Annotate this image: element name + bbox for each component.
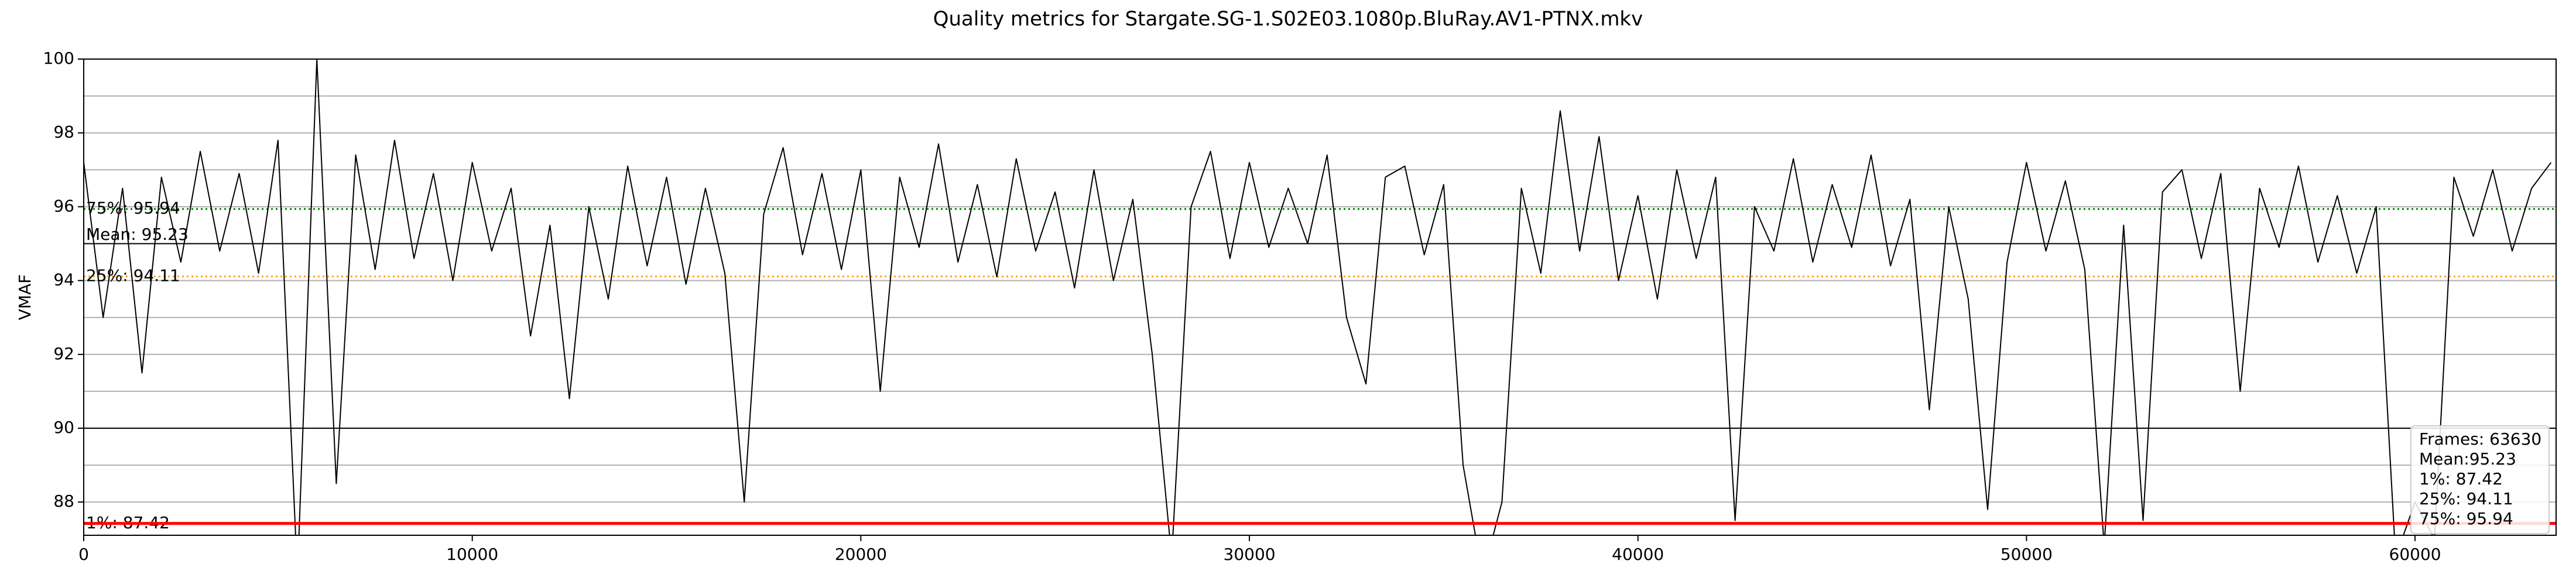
x-tick-label: 30000 [1224, 545, 1276, 564]
reference-label: 25%: 94.11 [86, 266, 180, 285]
y-axis-label: VMAF [15, 274, 35, 321]
x-tick-label: 0 [78, 545, 89, 564]
stats-box-frame [2410, 425, 2550, 534]
y-tick-label: 100 [43, 49, 74, 68]
stats-line: 75%: 95.94 [2419, 509, 2513, 528]
y-tick-label: 94 [53, 270, 74, 290]
y-tick-label: 98 [53, 122, 74, 142]
y-tick-label: 96 [53, 196, 74, 215]
vmaf-line [84, 59, 2552, 535]
x-tick-label: 10000 [446, 545, 498, 564]
stats-line: Frames: 63630 [2419, 429, 2541, 449]
x-tick-label: 60000 [2389, 545, 2441, 564]
y-tick-label: 92 [53, 344, 74, 363]
grid [84, 95, 2556, 503]
axes: 88 90 92 94 96 98 100 0 10000 20000 30000 40000 5000… [43, 49, 2441, 564]
x-tick-label: 50000 [2000, 545, 2053, 564]
plot-frame [83, 58, 2557, 536]
stats-line: Mean:95.23 [2419, 449, 2516, 469]
reference-label: Mean: 95.23 [86, 225, 189, 244]
y-tick-label: 88 [53, 491, 74, 511]
chart-title: Quality metrics for Stargate.SG-1.S02E03… [933, 8, 1643, 31]
x-tick-label: 40000 [1612, 545, 1664, 564]
x-tick-label: 20000 [835, 545, 887, 564]
stats-line: 25%: 94.11 [2419, 489, 2513, 508]
y-tick-label: 90 [53, 418, 74, 437]
stats-line: 1%: 87.42 [2419, 469, 2503, 488]
reference-label: 75%: 95.94 [86, 198, 180, 218]
